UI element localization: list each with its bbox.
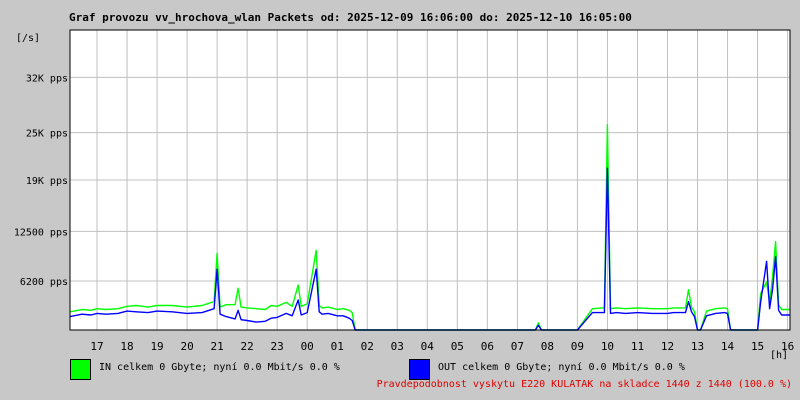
y-tick-label: 12500 pps xyxy=(14,227,68,238)
x-tick-label: 08 xyxy=(541,340,554,353)
x-tick-label: 13 xyxy=(691,340,704,353)
x-tick-label: 19 xyxy=(150,340,163,353)
x-tick-label: 18 xyxy=(120,340,133,353)
y-tick-label: 25K pps xyxy=(26,129,68,140)
plot-border xyxy=(69,29,791,331)
x-tick-label: 23 xyxy=(271,340,284,353)
x-tick-label: 11 xyxy=(631,340,644,353)
x-tick-label: 15 xyxy=(751,340,764,353)
x-tick-label: 17 xyxy=(90,340,103,353)
x-axis-label: [h] xyxy=(770,350,788,361)
x-tick-label: 21 xyxy=(210,340,223,353)
x-tick-label: 04 xyxy=(421,340,435,353)
y-tick-label: 32K pps xyxy=(26,73,68,84)
x-tick-label: 01 xyxy=(331,340,344,353)
y-tick-label: 19K pps xyxy=(26,176,68,187)
footer-note: Pravdepodobnost vyskytu E220 KULATAK na … xyxy=(376,379,792,390)
x-tick-label: 20 xyxy=(180,340,193,353)
x-tick-label: 22 xyxy=(241,340,254,353)
chart-title: Graf provozu vv_hrochova_wlan Packets od… xyxy=(69,11,632,24)
x-tick-label: 06 xyxy=(481,340,494,353)
x-tick-label: 10 xyxy=(601,340,614,353)
legend-swatch-out xyxy=(409,359,430,380)
y-tick-label: 6200 pps xyxy=(20,277,68,288)
x-tick-label: 00 xyxy=(301,340,314,353)
legend-swatch-in xyxy=(70,359,91,380)
x-tick-label: 16 xyxy=(781,340,794,353)
x-tick-label: 09 xyxy=(571,340,584,353)
y-axis-label: [/s] xyxy=(16,33,40,44)
x-tick-label: 05 xyxy=(451,340,464,353)
x-tick-label: 02 xyxy=(361,340,374,353)
legend-in-label: IN celkem 0 Gbyte; nyní 0.0 Mbit/s 0.0 % xyxy=(99,362,340,373)
x-tick-label: 12 xyxy=(661,340,674,353)
x-tick-label: 07 xyxy=(511,340,524,353)
x-tick-label: 03 xyxy=(391,340,404,353)
x-tick-label: 14 xyxy=(721,340,735,353)
legend-out-label: OUT celkem 0 Gbyte; nyní 0.0 Mbit/s 0.0 … xyxy=(438,362,685,373)
